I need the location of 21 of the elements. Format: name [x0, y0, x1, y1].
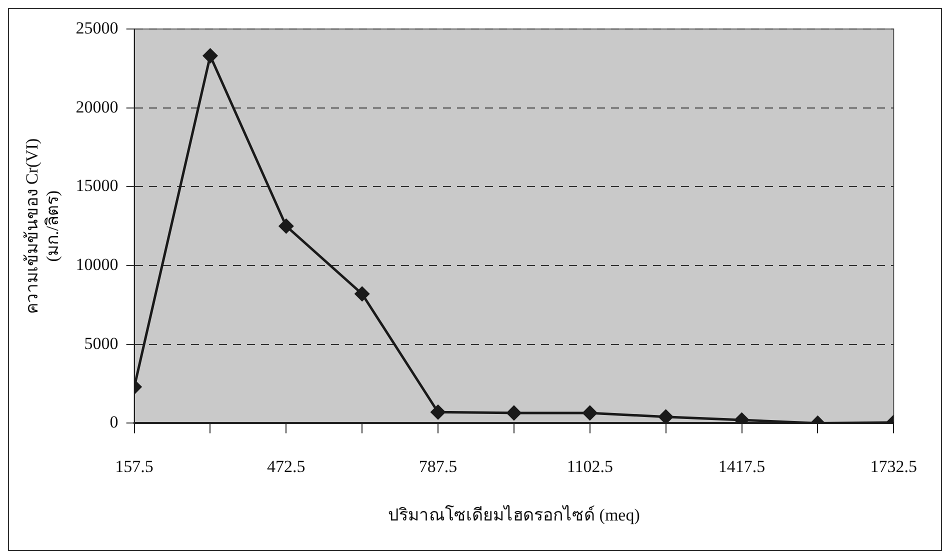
x-tick-label: 1102.5 — [566, 456, 613, 476]
point — [506, 406, 522, 420]
y-axis-title: ความเข้มข้นของ Cr(VI) (มก./ลิตร) — [22, 138, 62, 314]
point — [582, 406, 598, 420]
point — [202, 48, 218, 64]
x-tick-label: 1417.5 — [718, 456, 766, 476]
x-axis-title: ปริมาณโซเดียมไฮดรอกไซด์ (meq) — [388, 504, 640, 524]
point — [430, 404, 446, 420]
y-tick-label: 0 — [110, 412, 118, 432]
x-tick-label: 157.5 — [115, 456, 154, 476]
point — [278, 218, 294, 234]
x-tick-label: 787.5 — [418, 456, 458, 476]
y-tick-label: 15000 — [76, 176, 118, 196]
y-tick-label: 10000 — [76, 254, 118, 274]
x-tick-label: 472.5 — [267, 456, 306, 476]
point — [658, 410, 674, 424]
y-tick-label: 25000 — [76, 18, 118, 38]
y-tick-label: 5000 — [84, 334, 118, 353]
y-tick-label: 20000 — [76, 97, 118, 116]
point — [354, 286, 370, 302]
x-tick-label: 1732.5 — [870, 456, 917, 476]
